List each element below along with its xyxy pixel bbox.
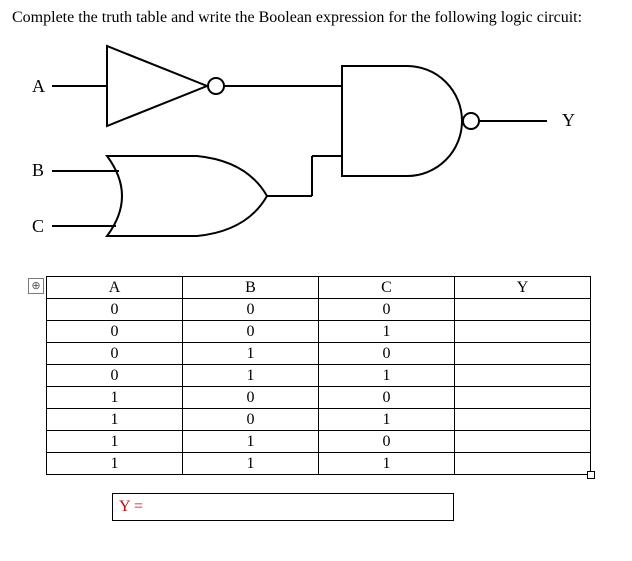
table-row: 111 [47,453,591,475]
table-anchor-icon: ⊕ [28,278,44,294]
question-prompt: Complete the truth table and write the B… [12,8,620,28]
table-cell: 0 [319,343,455,365]
table-cell: 0 [183,387,319,409]
table-cell [455,365,591,387]
not-gate [107,46,224,126]
table-cell: 1 [183,365,319,387]
label-y: Y [562,110,575,130]
table-cell: 0 [47,321,183,343]
table-cell: 1 [47,387,183,409]
logic-circuit: A B C Y [12,36,620,266]
col-header: Y [455,277,591,299]
table-cell [455,387,591,409]
table-row: 001 [47,321,591,343]
table-cell [455,343,591,365]
table-cell: 0 [319,387,455,409]
table-cell: 1 [47,453,183,475]
table-cell [455,409,591,431]
table-header-row: A B C Y [47,277,591,299]
table-cell: 1 [183,453,319,475]
table-row: 100 [47,387,591,409]
table-row: 101 [47,409,591,431]
table-cell: 1 [183,343,319,365]
table-cell: 0 [47,343,183,365]
table-cell: 1 [319,365,455,387]
table-cell: 0 [319,431,455,453]
table-cell [455,431,591,453]
truth-table-region: ⊕ A B C Y 000001010011100101110111 [46,276,591,475]
col-header: A [47,277,183,299]
label-b: B [32,160,44,180]
circuit-svg: A B C Y [12,36,612,266]
label-c: C [32,216,44,236]
or-gate [107,156,267,236]
label-a: A [32,76,45,96]
col-header: B [183,277,319,299]
col-header: C [319,277,455,299]
table-cell: 1 [319,453,455,475]
table-row: 000 [47,299,591,321]
table-cell: 0 [183,409,319,431]
table-cell: 1 [319,409,455,431]
table-cell [455,321,591,343]
table-cell: 1 [183,431,319,453]
table-row: 010 [47,343,591,365]
table-cell: 1 [47,431,183,453]
table-cell: 0 [183,299,319,321]
table-cell: 0 [47,365,183,387]
resize-handle-icon [587,471,595,479]
boolean-expression-region: Y = [112,493,620,521]
table-cell: 0 [47,299,183,321]
nand-gate [342,66,479,176]
truth-table: A B C Y 000001010011100101110111 [46,276,591,475]
table-cell [455,299,591,321]
table-cell: 0 [183,321,319,343]
table-cell: 0 [319,299,455,321]
answer-label: Y = [113,498,149,516]
table-row: 011 [47,365,591,387]
table-cell: 1 [319,321,455,343]
table-cell: 1 [47,409,183,431]
table-cell [455,453,591,475]
table-row: 110 [47,431,591,453]
answer-box[interactable]: Y = [112,493,454,521]
